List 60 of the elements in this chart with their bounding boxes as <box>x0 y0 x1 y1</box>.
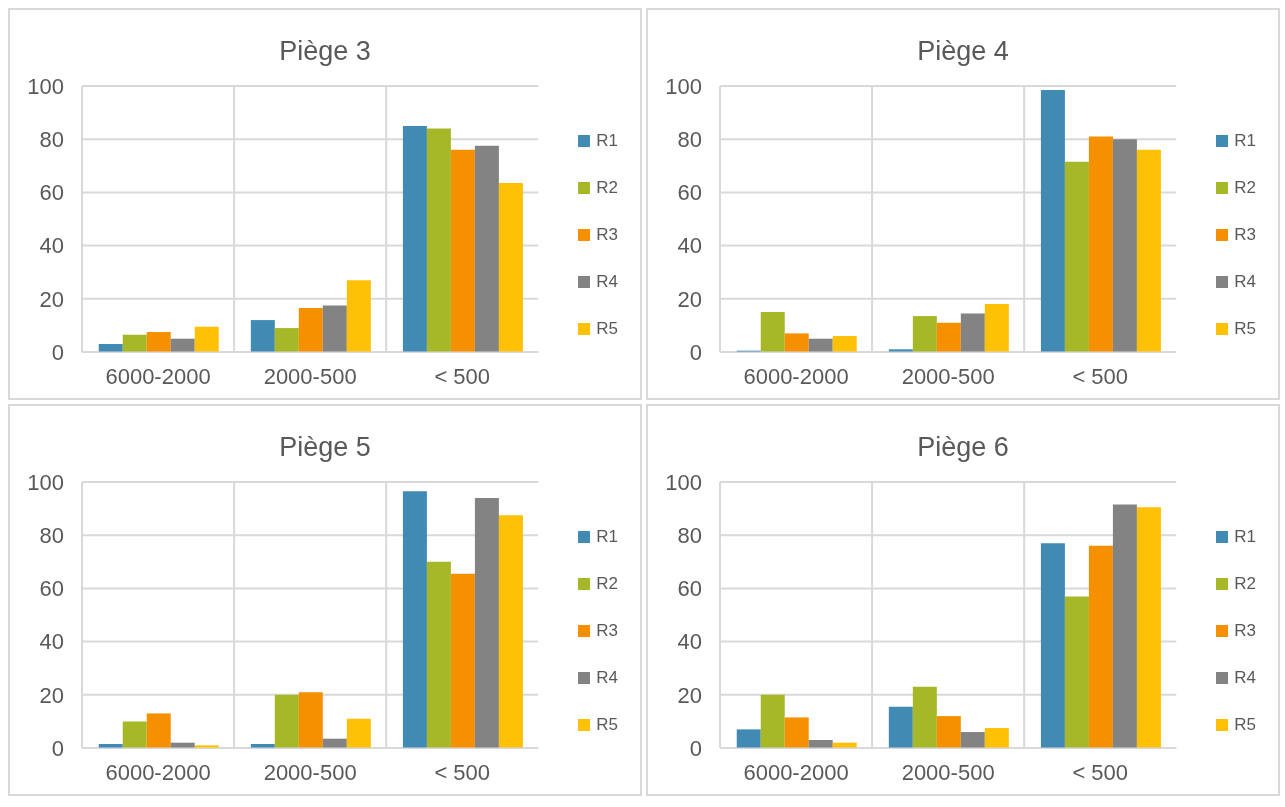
chart-title: Piège 4 <box>916 35 1010 68</box>
legend-label: R3 <box>1234 621 1256 641</box>
y-tick-label: 60 <box>39 576 64 602</box>
x-tick-label: 2000-500 <box>263 363 357 389</box>
legend-label: R4 <box>596 668 618 688</box>
legend-label: R4 <box>1234 668 1256 688</box>
y-tick-label: 20 <box>677 682 702 708</box>
y-tick-label: 100 <box>27 73 64 99</box>
legend-label: R1 <box>1234 131 1256 151</box>
y-tick-label: 0 <box>51 735 64 761</box>
y-tick-label: 80 <box>677 127 702 153</box>
y-tick-label: 40 <box>39 233 64 259</box>
legend-label: R2 <box>1234 178 1256 198</box>
x-tick-label: < 500 <box>1072 363 1129 389</box>
legend-label: R2 <box>596 178 618 198</box>
y-tick-label: 60 <box>677 180 702 206</box>
legend-label: R1 <box>1234 527 1256 547</box>
legend-label: R3 <box>1234 225 1256 245</box>
x-tick-label: 2000-500 <box>901 759 995 785</box>
legend-label: R5 <box>1234 715 1256 735</box>
y-tick-label: 60 <box>677 576 702 602</box>
legend-label: R2 <box>1234 574 1256 594</box>
y-tick-label: 0 <box>689 339 702 365</box>
y-tick-label: 20 <box>39 286 64 312</box>
y-tick-label: 100 <box>665 469 702 495</box>
legend-label: R5 <box>596 319 618 339</box>
y-tick-label: 0 <box>51 339 64 365</box>
y-tick-label: 20 <box>39 682 64 708</box>
y-tick-label: 60 <box>39 180 64 206</box>
y-tick-label: 100 <box>27 469 64 495</box>
x-tick-label: 6000-2000 <box>743 363 849 389</box>
x-tick-label: 6000-2000 <box>105 759 211 785</box>
legend-label: R1 <box>596 131 618 151</box>
y-tick-label: 40 <box>677 233 702 259</box>
x-tick-label: 6000-2000 <box>743 759 849 785</box>
chart-title: Piège 5 <box>278 431 372 464</box>
x-tick-label: 6000-2000 <box>105 363 211 389</box>
y-tick-label: 80 <box>677 523 702 549</box>
y-tick-label: 100 <box>665 73 702 99</box>
legend-label: R4 <box>596 272 618 292</box>
legend-label: R2 <box>596 574 618 594</box>
legend-label: R3 <box>596 225 618 245</box>
legend-label: R3 <box>596 621 618 641</box>
y-tick-label: 80 <box>39 127 64 153</box>
legend-label: R1 <box>596 527 618 547</box>
x-tick-label: 2000-500 <box>901 363 995 389</box>
x-tick-label: < 500 <box>434 363 491 389</box>
chart-title: Piège 6 <box>916 431 1010 464</box>
y-tick-label: 40 <box>677 629 702 655</box>
x-tick-label: < 500 <box>434 759 491 785</box>
x-tick-label: 2000-500 <box>263 759 357 785</box>
legend-label: R4 <box>1234 272 1256 292</box>
y-tick-label: 40 <box>39 629 64 655</box>
y-tick-label: 0 <box>689 735 702 761</box>
y-tick-label: 80 <box>39 523 64 549</box>
legend-label: R5 <box>1234 319 1256 339</box>
legend-label: R5 <box>596 715 618 735</box>
x-tick-label: < 500 <box>1072 759 1129 785</box>
chart-title: Piège 3 <box>278 35 372 68</box>
y-tick-label: 20 <box>677 286 702 312</box>
